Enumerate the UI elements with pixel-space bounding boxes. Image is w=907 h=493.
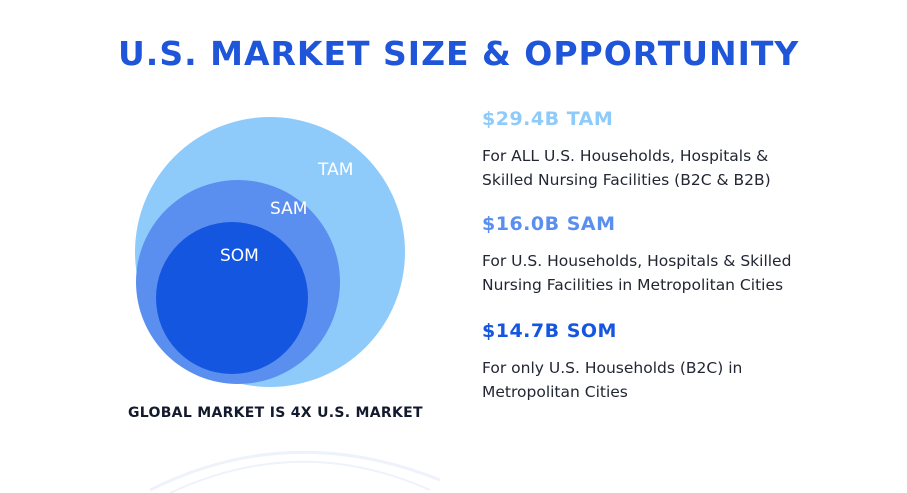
tam-desc-line: For ALL U.S. Households, Hospitals &	[482, 147, 769, 165]
tam-desc-line: Skilled Nursing Facilities (B2C & B2B)	[482, 171, 771, 189]
tam-label: TAM	[318, 160, 354, 180]
sam-heading: $16.0B SAM	[482, 213, 616, 235]
som-desc-line: For only U.S. Households (B2C) in	[482, 359, 743, 377]
tam-metric: $29.4B TAM For ALL U.S. Households, Hosp…	[482, 108, 771, 192]
sam-description: For U.S. Households, Hospitals & Skilled…	[482, 249, 791, 297]
sam-label: SAM	[270, 199, 308, 219]
som-description: For only U.S. Households (B2C) in Metrop…	[482, 356, 742, 404]
som-metric: $14.7B SOM For only U.S. Households (B2C…	[482, 320, 742, 404]
global-market-note: GLOBAL MARKET IS 4X U.S. MARKET	[128, 405, 423, 421]
som-label: SOM	[220, 246, 259, 266]
som-heading: $14.7B SOM	[482, 320, 617, 342]
decorative-arc	[149, 450, 441, 493]
tam-description: For ALL U.S. Households, Hospitals & Ski…	[482, 144, 771, 192]
tam-heading: $29.4B TAM	[482, 108, 614, 130]
sam-desc-line: Nursing Facilities in Metropolitan Citie…	[482, 276, 784, 294]
som-desc-line: Metropolitan Cities	[482, 383, 628, 401]
sam-metric: $16.0B SAM For U.S. Households, Hospital…	[482, 213, 791, 297]
som-circle	[156, 222, 308, 374]
page-title: U.S. MARKET SIZE & OPPORTUNITY	[118, 34, 800, 73]
sam-desc-line: For U.S. Households, Hospitals & Skilled	[482, 252, 792, 270]
